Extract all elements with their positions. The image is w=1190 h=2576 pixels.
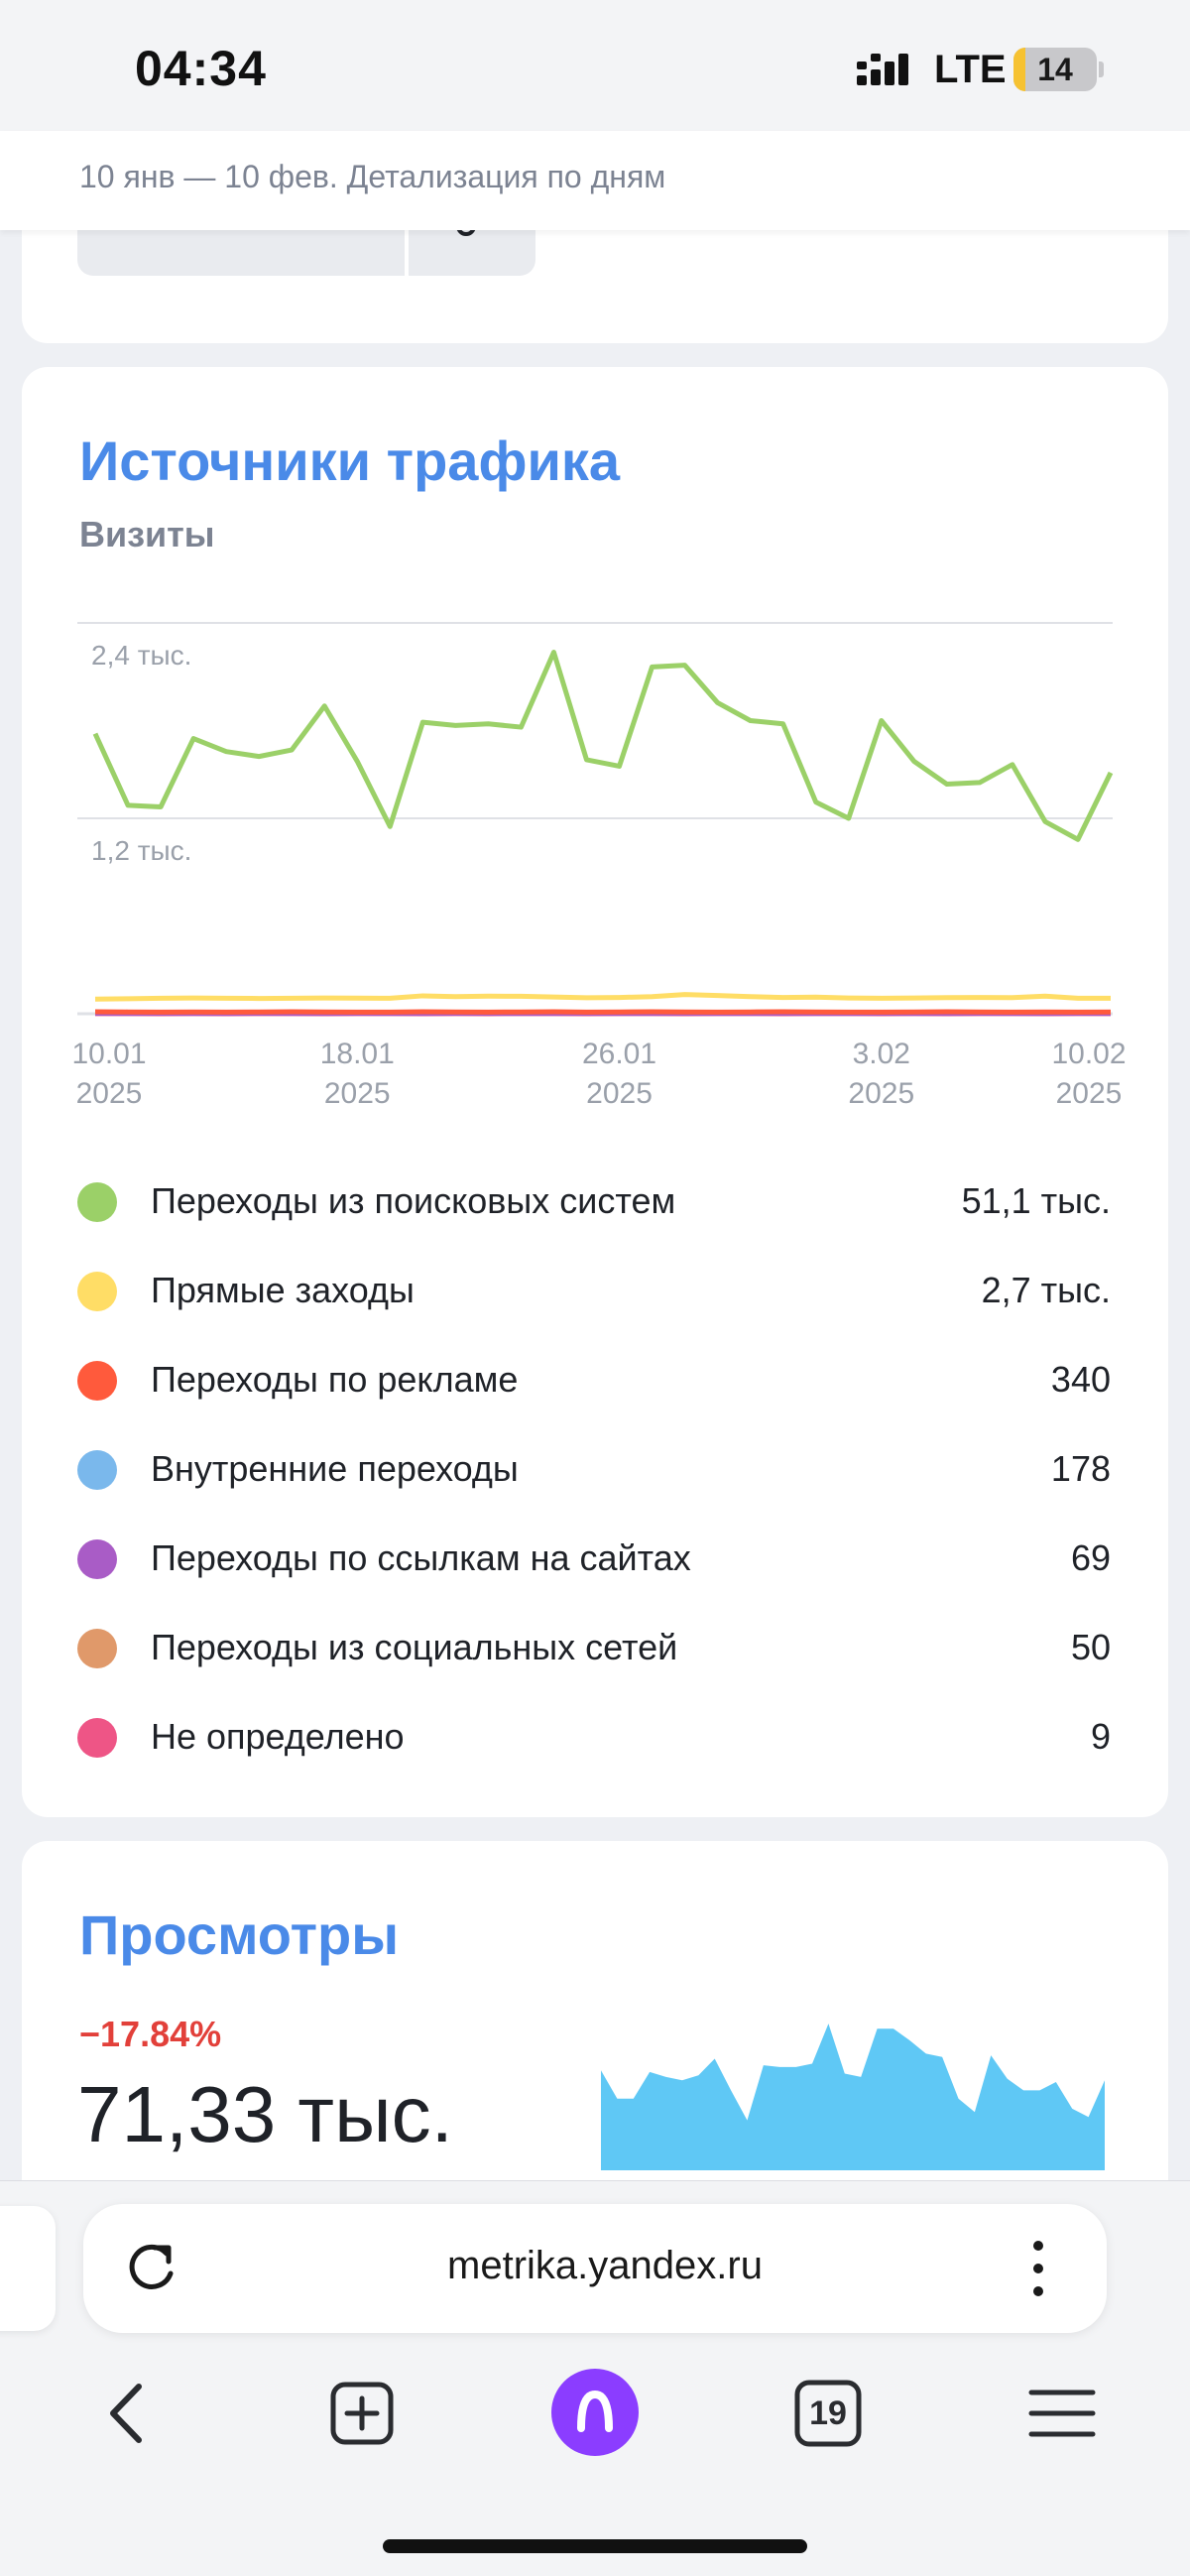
reload-icon[interactable]	[121, 2236, 184, 2299]
battery-tip	[1099, 61, 1104, 77]
x-tick-label: 2025	[76, 1077, 143, 1110]
legend-item[interactable]: Переходы по ссылкам на сайтах 69	[0, 1528, 1190, 1587]
legend-item-name: Переходы по рекламе	[151, 1359, 518, 1401]
status-time: 04:34	[135, 40, 267, 97]
traffic-line-chart[interactable]: 2,4 тыс. 1,2 тыс. 10.01 2025 18.01 2025 26.01 2…	[60, 605, 1130, 1121]
x-tick-label: 10.02	[1051, 1038, 1126, 1070]
menu-hamburger-icon[interactable]	[1017, 2369, 1107, 2458]
alice-assistant-icon	[551, 2369, 639, 2456]
new-tab-plus-icon[interactable]	[317, 2369, 407, 2458]
legend-item-value: 9	[1091, 1716, 1111, 1758]
legend-item-name: Не определено	[151, 1716, 405, 1758]
legend-color-dot	[77, 1450, 117, 1490]
y-tick-label: 1,2 тыс.	[91, 835, 191, 866]
views-area	[601, 2024, 1105, 2170]
series-line	[95, 995, 1111, 1000]
legend-item[interactable]: Переходы из поисковых систем 51,1 тыс.	[0, 1170, 1190, 1230]
alice-assistant-button[interactable]	[551, 2369, 639, 2456]
battery-level: 14	[1013, 48, 1097, 91]
home-indicator	[383, 2539, 807, 2553]
legend-item[interactable]: Переходы из социальных сетей 50	[0, 1617, 1190, 1676]
views-total-value: 71,33 тыс.	[77, 2069, 453, 2160]
x-tick-label: 18.01	[320, 1038, 395, 1070]
legend-color-dot	[77, 1182, 117, 1222]
legend-item[interactable]: Внутренние переходы 178	[0, 1438, 1190, 1498]
sticky-subheader: 10 янв — 10 фев. Детализация по дням	[0, 131, 1190, 230]
back-chevron-icon[interactable]	[83, 2369, 173, 2458]
legend-color-dot	[77, 1361, 117, 1401]
legend-item-name: Прямые заходы	[151, 1270, 415, 1311]
legend-item-name: Внутренние переходы	[151, 1448, 519, 1490]
legend-color-dot	[77, 1629, 117, 1668]
x-tick-label: 2025	[1056, 1077, 1123, 1110]
legend-color-dot	[77, 1718, 117, 1758]
url-text[interactable]: metrika.yandex.ru	[298, 2244, 912, 2288]
x-tick-label: 2025	[586, 1077, 653, 1110]
traffic-sources-title[interactable]: Источники трафика	[79, 429, 620, 493]
legend-color-dot	[77, 1539, 117, 1579]
legend-item-name: Переходы из поисковых систем	[151, 1180, 675, 1222]
legend-item[interactable]: Прямые заходы 2,7 тыс.	[0, 1260, 1190, 1319]
views-sparkline-chart	[601, 2004, 1105, 2170]
legend-item[interactable]: Не определено 9	[0, 1706, 1190, 1766]
x-tick-label: 10.01	[71, 1038, 146, 1070]
x-tick-label: 2025	[848, 1077, 914, 1110]
x-tick-label: 2025	[324, 1077, 391, 1110]
previous-tab-edge[interactable]	[0, 2206, 56, 2331]
series-line	[95, 653, 1111, 840]
battery-icon: 14	[1013, 48, 1097, 91]
legend-item-value: 340	[1051, 1359, 1111, 1401]
x-tick-label: 26.01	[582, 1038, 656, 1070]
traffic-metric-label: Визиты	[79, 514, 215, 555]
legend-item-value: 50	[1071, 1627, 1111, 1668]
legend-item-value: 51,1 тыс.	[962, 1180, 1111, 1222]
x-tick-label: 3.02	[853, 1038, 910, 1070]
legend-item[interactable]: Переходы по рекламе 340	[0, 1349, 1190, 1409]
legend-color-dot	[77, 1272, 117, 1311]
views-title[interactable]: Просмотры	[79, 1902, 399, 1967]
tabs-button[interactable]: 19	[783, 2369, 873, 2458]
tabs-count: 19	[783, 2369, 873, 2458]
views-change-percent: −17.84%	[79, 2014, 221, 2055]
legend-item-name: Переходы по ссылкам на сайтах	[151, 1537, 691, 1579]
legend-item-value: 178	[1051, 1448, 1111, 1490]
signal-bars-icon	[855, 50, 926, 93]
network-type: LTE	[934, 48, 1007, 92]
more-vertical-icon[interactable]	[1023, 2236, 1053, 2301]
legend-item-value: 2,7 тыс.	[982, 1270, 1111, 1311]
period-label: 10 янв — 10 фев. Детализация по дням	[79, 159, 665, 195]
y-tick-label: 2,4 тыс.	[91, 640, 191, 671]
legend-item-value: 69	[1071, 1537, 1111, 1579]
legend-item-name: Переходы из социальных сетей	[151, 1627, 677, 1668]
